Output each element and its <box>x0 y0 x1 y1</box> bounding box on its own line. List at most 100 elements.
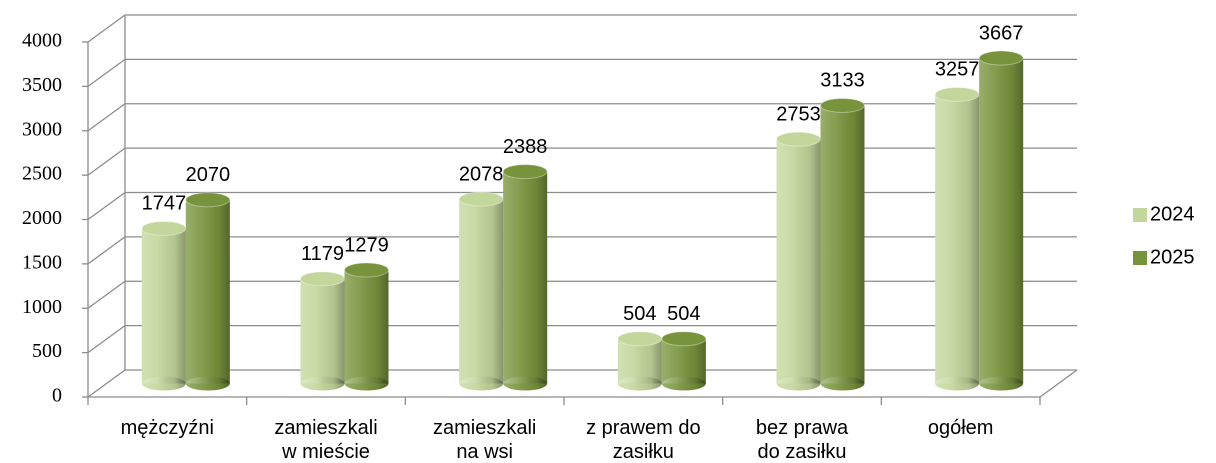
bar-shade <box>935 94 980 384</box>
bar-top <box>344 262 389 278</box>
x-tick-line: do zasiłku <box>758 441 847 463</box>
bar-shade <box>503 171 548 384</box>
bar-top <box>776 131 821 147</box>
value-label: 2078 <box>459 163 504 185</box>
bar-base-shade <box>459 376 504 391</box>
bar-group <box>776 131 821 391</box>
bar-base-shade <box>820 376 865 391</box>
x-tick-line: mężczyźni <box>121 417 214 439</box>
y-tick-label: 2500 <box>22 163 62 185</box>
y-tick-label: 500 <box>32 340 62 362</box>
grid-line <box>87 147 126 176</box>
bar-shade <box>820 105 865 384</box>
x-tick-line: bez prawa <box>756 417 849 439</box>
legend-swatch <box>1133 208 1147 222</box>
x-tick-line: ogółem <box>928 417 994 439</box>
bar-shade <box>617 338 662 384</box>
bar-top <box>458 191 504 207</box>
y-tick-label: 2000 <box>22 207 62 229</box>
grid-line <box>87 236 126 265</box>
y-tick-label: 1000 <box>22 296 62 318</box>
bar-base-shade <box>141 376 186 391</box>
bar-group <box>300 271 345 391</box>
bar-top <box>617 331 663 347</box>
y-tick-label: 3000 <box>22 118 62 140</box>
bar-top <box>978 50 1024 66</box>
floor-edge <box>1039 369 1078 398</box>
value-label: 1179 <box>301 243 344 265</box>
legend-label: 2025 <box>1150 246 1195 268</box>
x-tick-line: zamieszkali <box>433 417 536 439</box>
bar-base-shade <box>776 376 821 391</box>
bar-base-shade <box>185 376 230 391</box>
bar-group <box>820 97 865 391</box>
bar-shade <box>185 199 230 384</box>
bar-group <box>185 192 231 391</box>
y-tick-label: 3500 <box>22 74 62 96</box>
value-label: 504 <box>667 303 700 325</box>
bar-top <box>141 220 187 236</box>
x-tick-line: na wsi <box>456 441 513 463</box>
bar-shade <box>979 58 1024 384</box>
bar-group <box>344 262 389 391</box>
x-tick-line: zamieszkali <box>274 417 377 439</box>
bar-base-shade <box>935 376 980 391</box>
value-label: 3133 <box>820 70 865 92</box>
bar-group <box>661 331 707 391</box>
x-tick-label: bez prawa do zasiłku <box>756 417 849 463</box>
bar-base-shade <box>617 376 662 391</box>
bar-top <box>185 192 231 208</box>
bar-base-shade <box>661 376 706 391</box>
bar-top <box>934 86 980 102</box>
bar-shade <box>300 278 345 384</box>
y-tick-label: 4000 <box>22 30 62 52</box>
value-label: 504 <box>623 303 656 325</box>
grid-line <box>87 325 126 354</box>
value-label: 2753 <box>776 103 821 125</box>
legend-swatch <box>1133 251 1147 265</box>
value-label: 3667 <box>979 22 1024 44</box>
legend-label: 2024 <box>1150 203 1195 225</box>
grid-line <box>87 191 126 221</box>
bar-top <box>820 97 865 113</box>
x-tick-line: zasiłku <box>613 441 674 463</box>
value-label: 3257 <box>935 59 980 81</box>
bar-top <box>300 271 345 287</box>
bar-group <box>458 191 504 391</box>
value-label: 1279 <box>344 234 389 256</box>
grid-line <box>87 369 126 398</box>
grid-line <box>87 280 126 309</box>
y-tick-label: 0 <box>52 385 62 407</box>
bar-base-shade <box>300 376 345 391</box>
x-tick-label: mężczyźni <box>121 417 214 439</box>
grid-line <box>87 103 126 132</box>
bar-group <box>934 86 980 391</box>
grid-line <box>87 58 126 87</box>
bar-group <box>502 164 548 391</box>
grid-line <box>87 14 126 43</box>
bar-group <box>141 220 187 391</box>
x-tick-label: zamieszkali na wsi <box>433 417 536 463</box>
x-tick-label: zamieszkali w mieście <box>274 417 377 463</box>
bar-group <box>978 50 1024 391</box>
bar-base-shade <box>503 376 548 391</box>
bar-top <box>502 164 548 180</box>
value-label: 2388 <box>503 136 548 158</box>
bar-shade <box>459 199 504 384</box>
bar-shade <box>141 228 186 384</box>
bar-base-shade <box>344 376 389 391</box>
x-tick-line: w mieście <box>281 441 370 463</box>
bar-shade <box>344 269 389 384</box>
x-tick-line: z prawem do <box>586 417 701 439</box>
x-tick-label: ogółem <box>928 417 994 439</box>
x-tick-label: z prawem do zasiłku <box>586 417 701 463</box>
bar-shade <box>661 338 706 384</box>
value-label: 2070 <box>186 164 231 186</box>
bar-top <box>661 331 707 347</box>
bar-base-shade <box>979 376 1024 391</box>
value-label: 1747 <box>142 193 187 215</box>
bar-group <box>617 331 663 391</box>
bar-shade <box>776 139 821 384</box>
y-tick-label: 1500 <box>22 251 62 273</box>
